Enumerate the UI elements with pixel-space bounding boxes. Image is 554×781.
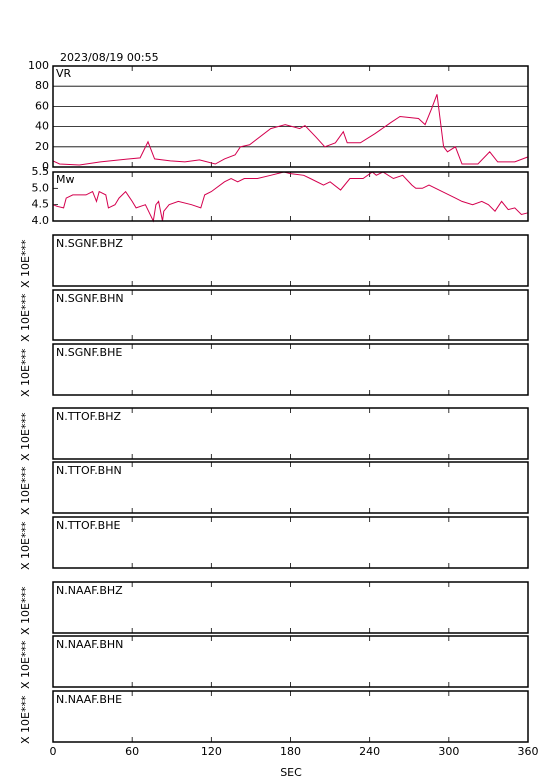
panel-frame <box>52 234 529 287</box>
panel-frame <box>52 581 529 634</box>
panel-frame <box>52 343 529 396</box>
x-tick-label: 240 <box>359 745 380 758</box>
panel-frame <box>52 171 529 222</box>
panel-frame <box>52 461 529 514</box>
y-tick-label: 20 <box>35 140 49 153</box>
x-tick-label: 360 <box>518 745 539 758</box>
x-tick-label: 300 <box>438 745 459 758</box>
y-tick-label: 5.5 <box>32 165 50 178</box>
y-tick-label: 4.0 <box>32 214 50 227</box>
x-tick-label: 0 <box>50 745 57 758</box>
panel-ylabel: X 10E*** <box>19 521 32 570</box>
panel-ylabel: X 10E*** <box>19 348 32 397</box>
panel-label: N.NAAF.BHN <box>56 638 123 651</box>
x-axis-label: SEC <box>280 766 302 779</box>
panel-ylabel: X 10E*** <box>19 640 32 689</box>
y-tick-label: 60 <box>35 99 49 112</box>
data-line <box>52 171 529 223</box>
panel-ylabel: X 10E*** <box>19 412 32 461</box>
panel-frame <box>52 289 529 341</box>
y-tick-label: 4.5 <box>32 198 50 211</box>
panel-ylabel: X 10E*** <box>19 695 32 744</box>
y-tick-label: 5.0 <box>32 181 50 194</box>
chart-title: 2023/08/19 00:55 <box>60 51 159 64</box>
panel-label: N.NAAF.BHZ <box>56 584 123 597</box>
panel-label: N.TTOF.BHN <box>56 464 122 477</box>
y-tick-label: 80 <box>35 79 49 92</box>
x-tick-label: 180 <box>280 745 301 758</box>
y-tick-label: 100 <box>28 59 49 72</box>
panel-frame <box>52 690 529 743</box>
panel-frame <box>52 635 529 688</box>
panel-frame <box>52 65 529 168</box>
series-label: VR <box>56 67 72 80</box>
data-line <box>52 94 529 166</box>
y-tick-label: 40 <box>35 120 49 133</box>
panel-ylabel: X 10E*** <box>19 586 32 635</box>
x-tick-label: 60 <box>125 745 139 758</box>
panel-ylabel: X 10E*** <box>19 466 32 515</box>
panel-label: N.NAAF.BHE <box>56 693 122 706</box>
panel-ylabel: X 10E*** <box>19 239 32 288</box>
panel-frame <box>52 516 529 569</box>
panel-label: N.SGNF.BHN <box>56 292 124 305</box>
y-tick-label: 0 <box>42 160 49 173</box>
panel-label: N.SGNF.BHZ <box>56 237 123 250</box>
panel-ylabel: X 10E*** <box>19 293 32 342</box>
x-tick-label: 120 <box>201 745 222 758</box>
panel-frame <box>52 407 529 460</box>
panel-label: N.TTOF.BHE <box>56 519 121 532</box>
panel-label: N.TTOF.BHZ <box>56 410 122 423</box>
panel-label: N.SGNF.BHE <box>56 346 122 359</box>
series-label: Mw <box>56 173 75 186</box>
